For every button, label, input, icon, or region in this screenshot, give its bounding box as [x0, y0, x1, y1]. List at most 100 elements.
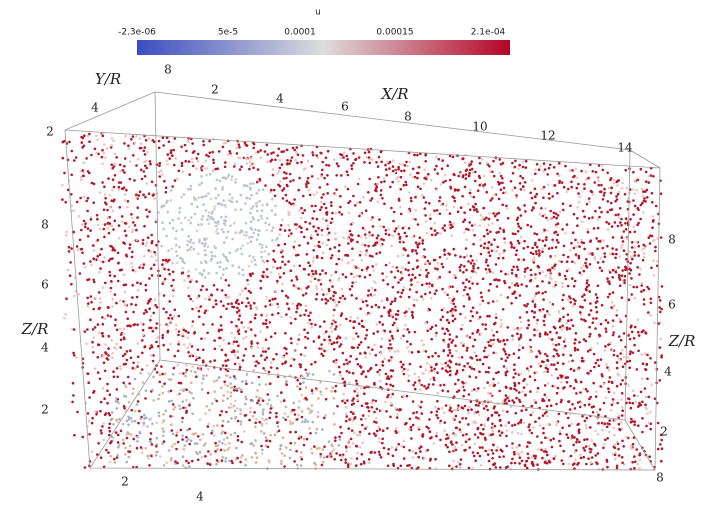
- point: [146, 241, 149, 244]
- point: [220, 216, 223, 219]
- point: [583, 248, 586, 251]
- point: [581, 415, 584, 418]
- point: [187, 188, 190, 191]
- point: [425, 201, 428, 204]
- point: [472, 306, 475, 309]
- point: [279, 180, 282, 183]
- point: [224, 161, 227, 164]
- point: [532, 426, 535, 429]
- point: [605, 330, 608, 333]
- point: [252, 216, 255, 219]
- point: [295, 286, 298, 289]
- point: [314, 205, 317, 208]
- point: [175, 250, 178, 253]
- point: [191, 161, 194, 164]
- point: [539, 165, 542, 168]
- point: [143, 170, 146, 173]
- point: [269, 299, 272, 302]
- point: [532, 411, 535, 414]
- point: [542, 432, 545, 435]
- point: [239, 293, 242, 296]
- point: [617, 448, 620, 451]
- point: [319, 456, 322, 459]
- point: [349, 316, 352, 319]
- point: [567, 188, 570, 191]
- point: [269, 440, 272, 443]
- point: [181, 162, 184, 165]
- point: [548, 399, 551, 402]
- point: [258, 200, 261, 203]
- point: [209, 453, 212, 456]
- point: [541, 247, 544, 250]
- point: [448, 409, 451, 412]
- point: [293, 246, 296, 249]
- point: [449, 352, 452, 355]
- point: [214, 255, 217, 258]
- point: [534, 457, 537, 460]
- point: [642, 190, 645, 193]
- point: [303, 328, 306, 331]
- point: [463, 289, 466, 292]
- point: [225, 216, 228, 219]
- point: [567, 313, 570, 316]
- point: [562, 254, 565, 257]
- point: [129, 349, 132, 352]
- point: [511, 292, 514, 295]
- point: [610, 192, 613, 195]
- point: [480, 424, 483, 427]
- point: [505, 191, 508, 194]
- point: [237, 318, 240, 321]
- point: [108, 434, 111, 437]
- point: [354, 204, 357, 207]
- point: [534, 420, 537, 423]
- point: [408, 191, 411, 194]
- point: [283, 177, 286, 180]
- point: [99, 297, 102, 300]
- point: [177, 350, 180, 353]
- point: [287, 260, 290, 263]
- point: [228, 342, 231, 345]
- point: [593, 366, 596, 369]
- point: [300, 456, 303, 459]
- point: [270, 407, 273, 410]
- point: [437, 417, 440, 420]
- point: [83, 134, 86, 137]
- point: [293, 248, 296, 251]
- point: [488, 344, 491, 347]
- point: [119, 170, 122, 173]
- point: [174, 406, 177, 409]
- point: [526, 383, 529, 386]
- point: [75, 156, 78, 159]
- point: [87, 197, 90, 200]
- point: [638, 273, 641, 276]
- point: [94, 326, 97, 329]
- point: [331, 330, 334, 333]
- point: [347, 174, 350, 177]
- point: [625, 217, 628, 220]
- point: [512, 232, 515, 235]
- point: [302, 154, 305, 157]
- point: [226, 437, 229, 440]
- point: [236, 307, 239, 310]
- point: [289, 457, 292, 460]
- point: [470, 262, 473, 265]
- point: [588, 445, 591, 448]
- point: [429, 430, 432, 433]
- point: [161, 337, 164, 340]
- point: [578, 201, 581, 204]
- point: [102, 152, 105, 155]
- point: [369, 158, 372, 161]
- point: [573, 342, 576, 345]
- point: [588, 403, 591, 406]
- point: [380, 161, 383, 164]
- point: [177, 217, 180, 220]
- point: [661, 285, 664, 288]
- point: [461, 386, 464, 389]
- point: [378, 426, 381, 429]
- point: [608, 280, 611, 283]
- point: [444, 180, 447, 183]
- point: [375, 304, 378, 307]
- point: [550, 404, 553, 407]
- point: [387, 283, 390, 286]
- point: [254, 259, 257, 262]
